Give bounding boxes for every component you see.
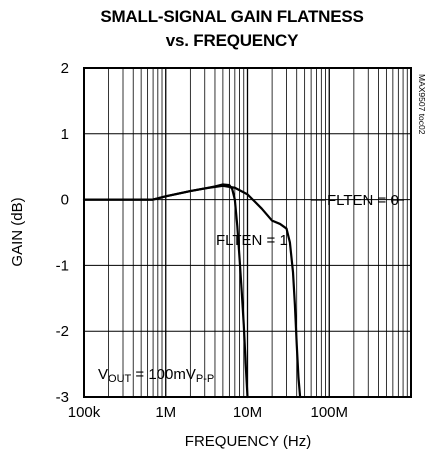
x-tick-label: 100M: [310, 404, 348, 421]
y-tick-label: 2: [61, 60, 69, 77]
series-label-flten-0: FLTEN = 0: [327, 192, 399, 209]
y-tick-label: 1: [61, 126, 69, 143]
x-tick-label: 1M: [155, 404, 176, 421]
condition-label: VOUT = 100mVP-P: [98, 366, 214, 385]
grid-lines: [84, 68, 411, 397]
condition-mid: = 100mV: [131, 366, 196, 383]
x-tick-label: 100k: [68, 404, 101, 421]
series-line-flten-1: [82, 183, 249, 399]
y-tick-label: 0: [61, 192, 69, 209]
figure-code: MAX9507 toc02: [417, 74, 427, 135]
x-axis-label: FREQUENCY (Hz): [185, 433, 311, 450]
chart-title: SMALL-SIGNAL GAIN FLATNESS: [100, 7, 363, 26]
series-label-flten-1: FLTEN = 1: [216, 232, 288, 249]
condition-prefix: V: [98, 366, 108, 383]
y-axis-label: GAIN (dB): [9, 197, 26, 266]
tick-labels: 100k 1M 10M 100M 2 1 0 -1 -2 -3: [56, 60, 348, 421]
y-tick-label: -2: [56, 323, 69, 340]
y-tick-label: -3: [56, 389, 69, 406]
y-tick-label: -1: [56, 257, 69, 274]
condition-sub-out: OUT: [108, 373, 132, 385]
chart-subtitle: vs. FREQUENCY: [166, 31, 299, 50]
series-group: [82, 183, 302, 399]
x-tick-label: 10M: [233, 404, 262, 421]
condition-sub-pp: P-P: [196, 373, 214, 385]
